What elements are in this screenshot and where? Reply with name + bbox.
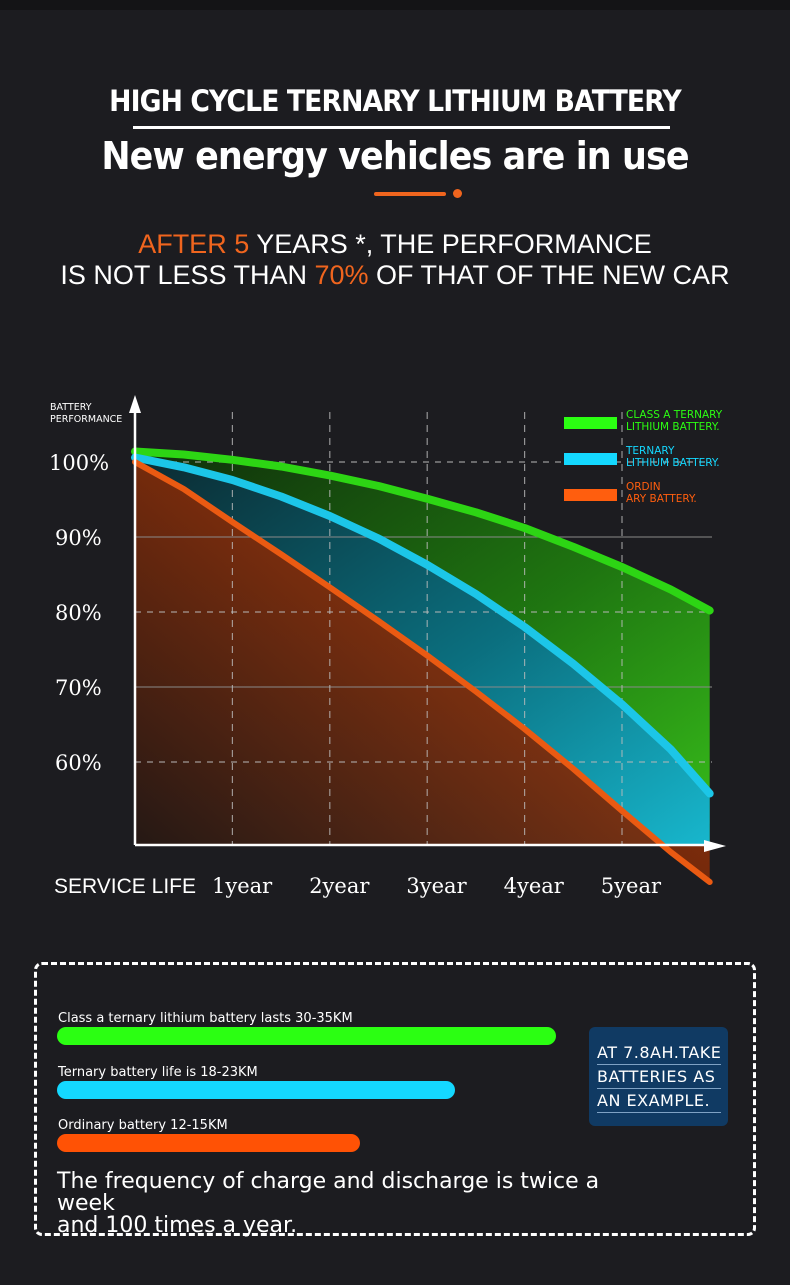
mileage-panel [34, 962, 756, 1236]
chart-axes [129, 395, 726, 852]
headline-highlight-percent: 70% [314, 260, 369, 290]
headline-line1: AFTER 5 YEARS *, THE PERFORMANCE [0, 229, 790, 260]
headline-text: IS NOT LESS THAN [60, 260, 315, 290]
headline-text: YEARS *, THE PERFORMANCE [249, 229, 652, 259]
headline-text: OF THAT OF THE NEW CAR [368, 260, 730, 290]
legend-swatch [564, 489, 617, 501]
headline-line2: IS NOT LESS THAN 70% OF THAT OF THE NEW … [0, 260, 790, 291]
legend-swatch [564, 453, 617, 465]
title-underline [133, 126, 670, 129]
badge-line: AN EXAMPLE. [597, 1089, 721, 1113]
battery-performance-chart: BATTERY PERFORMANCE 100% 90% 80% 70% 60% SERVIC… [49, 395, 726, 898]
mileage-bar-label: Ternary battery life is 18-23KM [58, 1064, 258, 1080]
frequency-line: The frequency of charge and discharge is… [57, 1169, 600, 1216]
page-title: HIGH CYCLE TERNARY LITHIUM BATTERY [109, 84, 682, 118]
x-axis-arrow [704, 840, 726, 852]
mileage-bar-label: Class a ternary lithium battery lasts 30… [58, 1011, 353, 1026]
mileage-bar [57, 1080, 455, 1099]
series-line-ordinary [132, 459, 713, 885]
legend-label: CLASS A TERNARY [626, 409, 723, 421]
y-tick-label: 80% [55, 601, 102, 625]
legend-label: ARY BATTERY. [626, 493, 697, 505]
legend-label: LITHIUM BATTERY. [626, 421, 720, 433]
legend-label: TERNARY [625, 445, 675, 457]
x-tick-label: 2year [309, 874, 370, 898]
mileage-bar [57, 1027, 556, 1045]
y-axis-arrow [129, 395, 141, 413]
chart-curves [131, 447, 714, 885]
page-subtitle: New energy vehicles are in use [101, 134, 689, 178]
mileage-bar [57, 1134, 360, 1152]
area-ordinary [135, 462, 710, 882]
decor-dot [453, 189, 462, 198]
x-tick-label: 1year [212, 874, 273, 898]
x-tick-label: 5year [601, 874, 662, 898]
x-tick-label: 3year [406, 874, 467, 898]
series-line-ternary [131, 453, 714, 798]
x-tick-label: 4year [504, 874, 565, 898]
y-tick-label: 100% [49, 451, 109, 475]
decor-dash [374, 192, 446, 196]
badge-line: AT 7.8AH.TAKE [597, 1041, 721, 1065]
x-axis-title: SERVICE LIFE [54, 875, 196, 898]
y-tick-label: 70% [55, 676, 102, 700]
badge-line: BATTERIES AS [597, 1065, 721, 1089]
y-axis-title: BATTERY PERFORMANCE [50, 402, 122, 425]
frequency-note: The frequency of charge and discharge is… [57, 1171, 657, 1237]
y-tick-label: 90% [55, 526, 102, 550]
series-line-class-a [131, 447, 714, 615]
legend-label: ORDIN [626, 481, 661, 493]
y-tick-label: 60% [55, 751, 102, 775]
example-badge: AT 7.8AH.TAKE BATTERIES AS AN EXAMPLE. [589, 1027, 728, 1126]
mileage-bar-label: Ordinary battery 12-15KM [58, 1118, 228, 1133]
legend-label: LITHIUM BATTERY. [626, 457, 720, 469]
legend-swatch [564, 417, 617, 429]
chart-labels: BATTERY PERFORMANCE 100% 90% 80% 70% 60% SERVIC… [49, 402, 662, 898]
top-bar [0, 0, 790, 10]
frequency-line: and 100 times a year. [57, 1213, 298, 1238]
headline-highlight-years: AFTER 5 [138, 229, 250, 259]
